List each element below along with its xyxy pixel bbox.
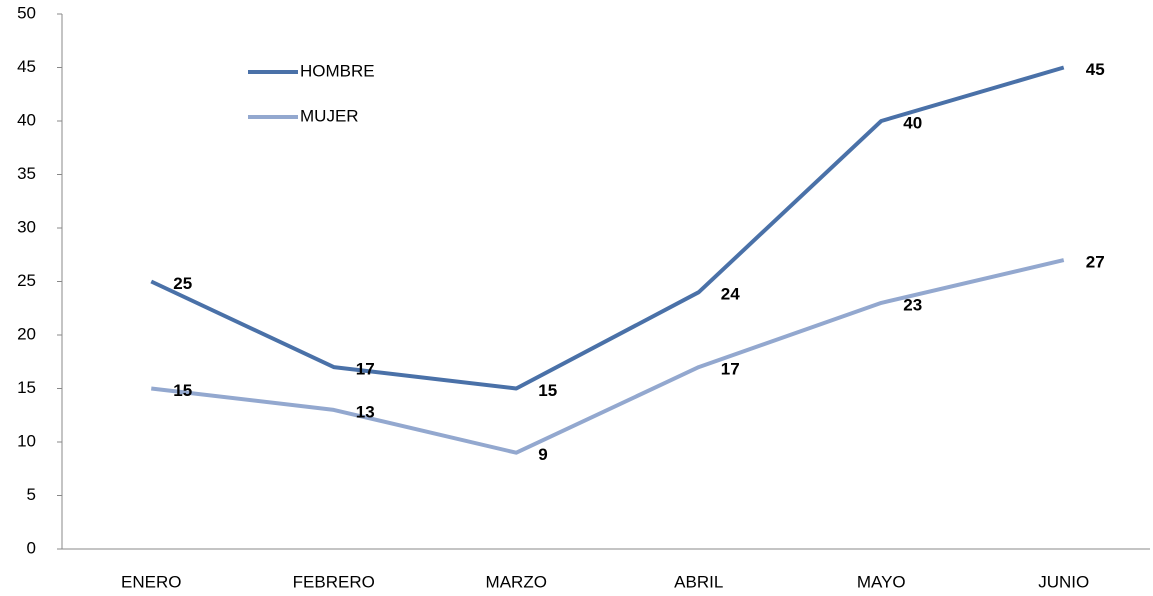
data-label: 23 [903, 295, 922, 314]
data-label: 27 [1086, 253, 1105, 272]
data-label: 40 [903, 113, 922, 132]
data-label: 45 [1086, 60, 1105, 79]
data-label: 15 [538, 381, 557, 400]
series-line [150, 65, 1065, 391]
legend-label: MUJER [300, 106, 359, 125]
data-label: 17 [721, 360, 740, 379]
y-tick-label: 40 [17, 110, 36, 129]
y-tick-label: 20 [17, 324, 36, 343]
y-tick-label: 45 [17, 57, 36, 76]
series-line [151, 258, 1065, 455]
y-tick-label: 10 [17, 431, 36, 450]
x-tick-label: MARZO [486, 572, 547, 591]
x-tick-label: MAYO [857, 572, 906, 591]
legend-label: HOMBRE [300, 61, 375, 80]
data-label: 17 [356, 360, 375, 379]
data-label: 13 [356, 402, 375, 421]
y-tick-label: 15 [17, 378, 36, 397]
y-tick-label: 5 [27, 485, 36, 504]
x-tick-label: ABRIL [674, 572, 723, 591]
x-tick-label: JUNIO [1038, 572, 1089, 591]
y-tick-label: 35 [17, 164, 36, 183]
data-label: 24 [721, 285, 740, 304]
data-label: 25 [173, 274, 192, 293]
data-label: 15 [173, 381, 192, 400]
y-tick-label: 25 [17, 271, 36, 290]
y-tick-label: 0 [27, 538, 36, 557]
y-tick-label: 30 [17, 217, 36, 236]
x-tick-label: ENERO [121, 572, 181, 591]
data-label: 9 [538, 445, 547, 464]
x-tick-label: FEBRERO [293, 572, 375, 591]
y-tick-label: 50 [17, 3, 36, 22]
